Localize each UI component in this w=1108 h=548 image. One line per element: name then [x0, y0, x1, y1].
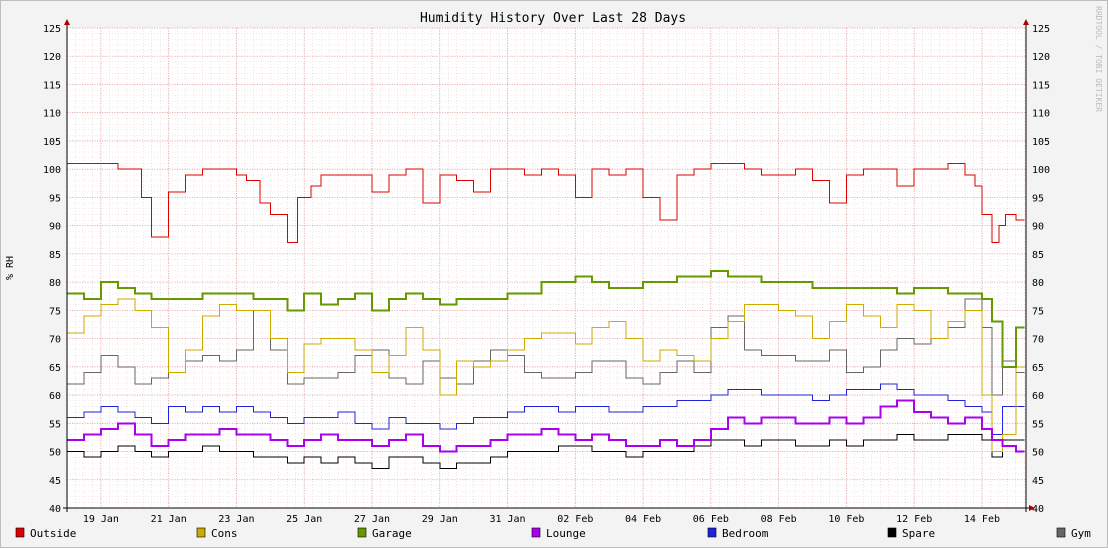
y-tick-label-right: 45	[1032, 476, 1044, 487]
legend-label-outside: Outside	[30, 527, 76, 540]
y-tick-label-left: 105	[43, 137, 61, 148]
chart-title: Humidity History Over Last 28 Days	[420, 11, 686, 26]
y-tick-label-right: 85	[1032, 250, 1044, 261]
y-tick-label-left: 80	[49, 278, 61, 289]
series-line-spare	[67, 434, 1025, 469]
legend-swatch-lounge	[531, 527, 541, 538]
y-tick-label-right: 95	[1032, 193, 1044, 204]
y-tick-label-left: 45	[49, 476, 61, 487]
y-axis-arrow-left	[64, 19, 70, 25]
x-tick-label: 19 Jan	[83, 514, 119, 525]
y-tick-label-left: 85	[49, 250, 61, 261]
y-tick-label-left: 60	[49, 391, 61, 402]
y-tick-label-right: 70	[1032, 335, 1044, 346]
y-tick-label-left: 110	[43, 109, 61, 120]
y-axis-arrow-right	[1023, 19, 1029, 25]
y-tick-label-right: 100	[1032, 165, 1050, 176]
y-tick-label-left: 40	[49, 504, 61, 515]
y-tick-label-left: 75	[49, 306, 61, 317]
x-tick-label: 06 Feb	[693, 514, 729, 525]
x-tick-label: 02 Feb	[557, 514, 593, 525]
legend-label-bedroom: Bedroom	[722, 527, 769, 540]
legend-swatch-gym	[1056, 527, 1066, 538]
y-tick-label-right: 80	[1032, 278, 1044, 289]
x-tick-label: 10 Feb	[828, 514, 864, 525]
y-tick-label-left: 115	[43, 80, 61, 91]
series-line-garage	[67, 269, 1025, 368]
x-tick-label: 21 Jan	[151, 514, 187, 525]
legend-label-spare: Spare	[902, 527, 935, 540]
legend-label-garage: Garage	[372, 527, 412, 540]
legend-swatch-garage	[357, 527, 367, 538]
legend-swatch-bedroom	[707, 527, 717, 538]
legend-swatch-outside	[15, 527, 25, 538]
legend-swatch-cons	[196, 527, 206, 538]
y-tick-label-left: 50	[49, 448, 61, 459]
legend: Outside Cons Garage Lounge Bedroom Spare Gym	[15, 527, 1091, 540]
x-tick-label: 31 Jan	[489, 514, 525, 525]
x-tick-label: 25 Jan	[286, 514, 322, 525]
x-tick-label: 08 Feb	[761, 514, 797, 525]
y-tick-label-right: 110	[1032, 109, 1050, 120]
x-tick-label: 23 Jan	[218, 514, 254, 525]
plot-area: 40 40 45 45 50 50 55 55 60 60 65 65 70 70 75 75 80 80 85 85…	[43, 19, 1050, 525]
y-axis-label: % RH	[5, 256, 16, 280]
x-axis-arrow	[1029, 505, 1035, 511]
y-tick-label-right: 60	[1032, 391, 1044, 402]
y-tick-label-right: 115	[1032, 80, 1050, 91]
x-tick-label: 14 Feb	[964, 514, 1000, 525]
legend-label-cons: Cons	[211, 527, 238, 540]
watermark-text: RRDTOOL / TOBI OETIKER	[1094, 6, 1103, 112]
x-tick-label: 27 Jan	[354, 514, 390, 525]
y-tick-label-right: 120	[1032, 52, 1050, 63]
series-line-lounge	[67, 399, 1025, 453]
y-tick-label-right: 125	[1032, 24, 1050, 35]
y-tick-label-right: 90	[1032, 222, 1044, 233]
legend-swatch-spare	[887, 527, 897, 538]
y-tick-label-right: 75	[1032, 306, 1044, 317]
series-line-bedroom	[67, 383, 1025, 436]
y-tick-label-left: 90	[49, 222, 61, 233]
y-tick-label-right: 65	[1032, 363, 1044, 374]
y-tick-label-left: 65	[49, 363, 61, 374]
y-tick-label-right: 50	[1032, 448, 1044, 459]
series-line-gym	[67, 298, 1025, 396]
series-line-outside	[67, 163, 1025, 244]
y-tick-label-left: 95	[49, 193, 61, 204]
y-tick-label-left: 55	[49, 419, 61, 430]
y-tick-label-right: 55	[1032, 419, 1044, 430]
series-line-cons	[67, 298, 1025, 452]
y-tick-label-left: 120	[43, 52, 61, 63]
legend-label-gym: Gym	[1071, 527, 1091, 540]
x-tick-label: 29 Jan	[422, 514, 458, 525]
y-tick-label-left: 70	[49, 335, 61, 346]
y-tick-label-left: 125	[43, 24, 61, 35]
y-tick-label-left: 100	[43, 165, 61, 176]
y-tick-label-right: 40	[1032, 504, 1044, 515]
x-tick-label: 04 Feb	[625, 514, 661, 525]
x-tick-label: 12 Feb	[896, 514, 932, 525]
y-tick-label-right: 105	[1032, 137, 1050, 148]
legend-label-lounge: Lounge	[546, 527, 586, 540]
